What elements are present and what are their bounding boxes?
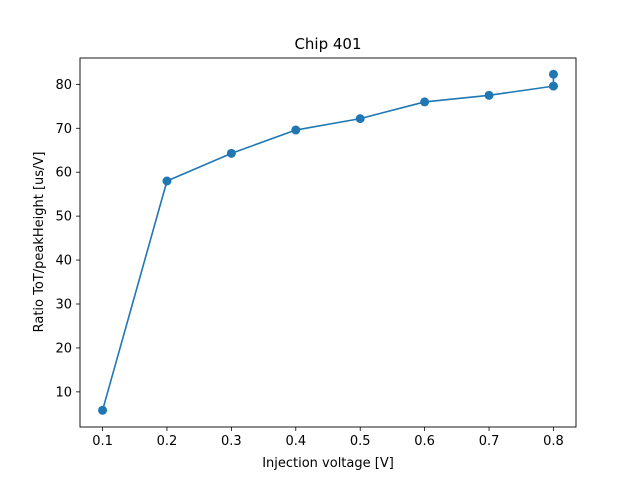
- x-tick-label: 0.1: [92, 434, 113, 449]
- x-tick-label: 0.7: [479, 434, 500, 449]
- data-point: [291, 125, 301, 135]
- x-tick-label: 0.2: [157, 434, 178, 449]
- y-axis-label: Ratio ToT/peakHeight [us/V]: [32, 152, 47, 333]
- x-tick-label: 0.3: [221, 434, 242, 449]
- data-point: [355, 114, 365, 124]
- chart-title: Chip 401: [294, 35, 361, 53]
- data-point: [162, 176, 172, 186]
- x-tick-label: 0.6: [414, 434, 435, 449]
- x-tick-label: 0.4: [285, 434, 306, 449]
- y-tick-label: 80: [55, 78, 72, 93]
- y-tick-label: 20: [55, 341, 72, 356]
- y-tick-label: 70: [55, 122, 72, 137]
- y-tick-label: 60: [55, 166, 72, 181]
- data-point: [420, 97, 430, 107]
- y-tick-label: 10: [55, 385, 72, 400]
- x-axis-label: Injection voltage [V]: [262, 456, 394, 471]
- plot-area: 0.1 0.2 0.3 0.4 0.5 0.6 0.7 0.8 10 20 30 40 50 60 70 80: [55, 57, 577, 449]
- data-point: [548, 69, 558, 79]
- y-tick-label: 30: [55, 298, 72, 313]
- data-point: [98, 405, 108, 415]
- data-point: [548, 81, 558, 91]
- x-tick-label: 0.8: [543, 434, 564, 449]
- data-point: [226, 148, 236, 158]
- data-point: [484, 90, 494, 100]
- y-tick-label: 50: [55, 210, 72, 225]
- y-tick-label: 40: [55, 254, 72, 269]
- axes-frame: [79, 57, 577, 428]
- x-tick-label: 0.5: [350, 434, 371, 449]
